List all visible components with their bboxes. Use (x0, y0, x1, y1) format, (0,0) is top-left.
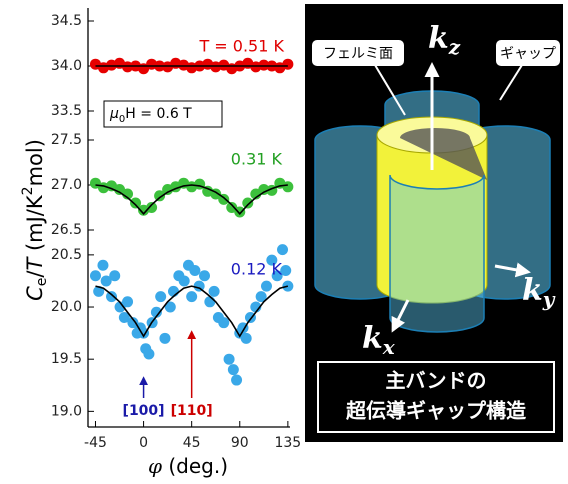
data-point (241, 333, 252, 344)
data-point (155, 291, 166, 302)
data-point (242, 198, 253, 209)
caption: 超伝導ギャップ構造 (345, 399, 527, 423)
label-part: e (34, 278, 50, 287)
x-axis-label: φ (deg.) (148, 454, 228, 478)
y-tick-label: 26.5 (51, 222, 82, 238)
data-point (282, 181, 293, 192)
data-point (261, 281, 272, 292)
data-point (231, 375, 242, 386)
y-tick-label: 20.5 (51, 247, 82, 263)
data-point (224, 354, 235, 365)
y-tick-label: 27.0 (51, 177, 82, 193)
gap-label: ギャップ (500, 46, 556, 62)
data-point (228, 364, 239, 375)
data-point (97, 260, 108, 271)
k: k (428, 21, 449, 56)
y-axis-label: Ce/T (mJ/K2mol) (20, 139, 50, 301)
data-point (179, 275, 190, 286)
fermi-label: フェルミ面 (323, 46, 393, 62)
subscript: x (382, 335, 396, 359)
chart: 33.5 34.0 34.5 T = 0.51 K μ 0 H = 0.6 T 26.5 27.… (20, 8, 301, 478)
y-tick-label: 27.5 (51, 132, 82, 148)
subscript: y (542, 287, 556, 311)
label-part: (mJ/K (23, 194, 47, 258)
data-point (109, 270, 120, 281)
data-point (186, 291, 197, 302)
data-point (189, 265, 200, 276)
symbol: φ (148, 454, 162, 478)
data-point (122, 296, 133, 307)
y-tick-label: 19.0 (51, 403, 82, 419)
temperature-label: 0.12 K (231, 260, 283, 279)
text: H = 0.6 T (125, 106, 192, 122)
x-tick-label: -45 (84, 435, 107, 451)
label-part: C (23, 286, 47, 301)
diagram: kz ky kx フェルミ面 ギャップ 主バンドの 超伝導ギャップ構造 (305, 4, 563, 442)
caption: 主バンドの (386, 369, 487, 393)
x-tick-label: 135 (274, 435, 301, 451)
data-point (204, 296, 215, 307)
figure: 33.5 34.0 34.5 T = 0.51 K μ 0 H = 0.6 T 26.5 27.… (0, 0, 568, 484)
data-point (199, 270, 210, 281)
data-point (146, 202, 157, 213)
k: k (362, 321, 383, 356)
y-tick-label: 19.5 (51, 351, 82, 367)
y-tick-label: 34.5 (51, 13, 82, 29)
temperature-label: T = 0.51 K (198, 37, 284, 56)
x-tick-label: 0 (139, 435, 148, 451)
k: k (522, 273, 543, 308)
text: (deg.) (162, 454, 228, 478)
data-point (168, 286, 179, 297)
symbol: μ (109, 106, 119, 122)
x-tick-label: 45 (183, 435, 201, 451)
data-point (218, 317, 229, 328)
y-tick-label: 34.0 (51, 58, 82, 74)
data-point (277, 244, 288, 255)
data-point (143, 348, 154, 359)
temperature-label: 0.31 K (231, 150, 283, 169)
data-point (282, 59, 293, 70)
data-point (106, 291, 117, 302)
annotation: [100] (123, 403, 165, 419)
subscript: z (448, 35, 461, 59)
label-part: mol) (23, 139, 47, 186)
data-point (209, 286, 220, 297)
x-tick-label: 90 (231, 435, 249, 451)
y-tick-label: 33.5 (51, 103, 82, 119)
y-tick-label: 20.0 (51, 299, 82, 315)
label-part: 2 (20, 186, 36, 195)
data-point (159, 333, 170, 344)
annotation: [110] (171, 403, 213, 419)
data-point (90, 270, 101, 281)
data-point (234, 207, 245, 218)
